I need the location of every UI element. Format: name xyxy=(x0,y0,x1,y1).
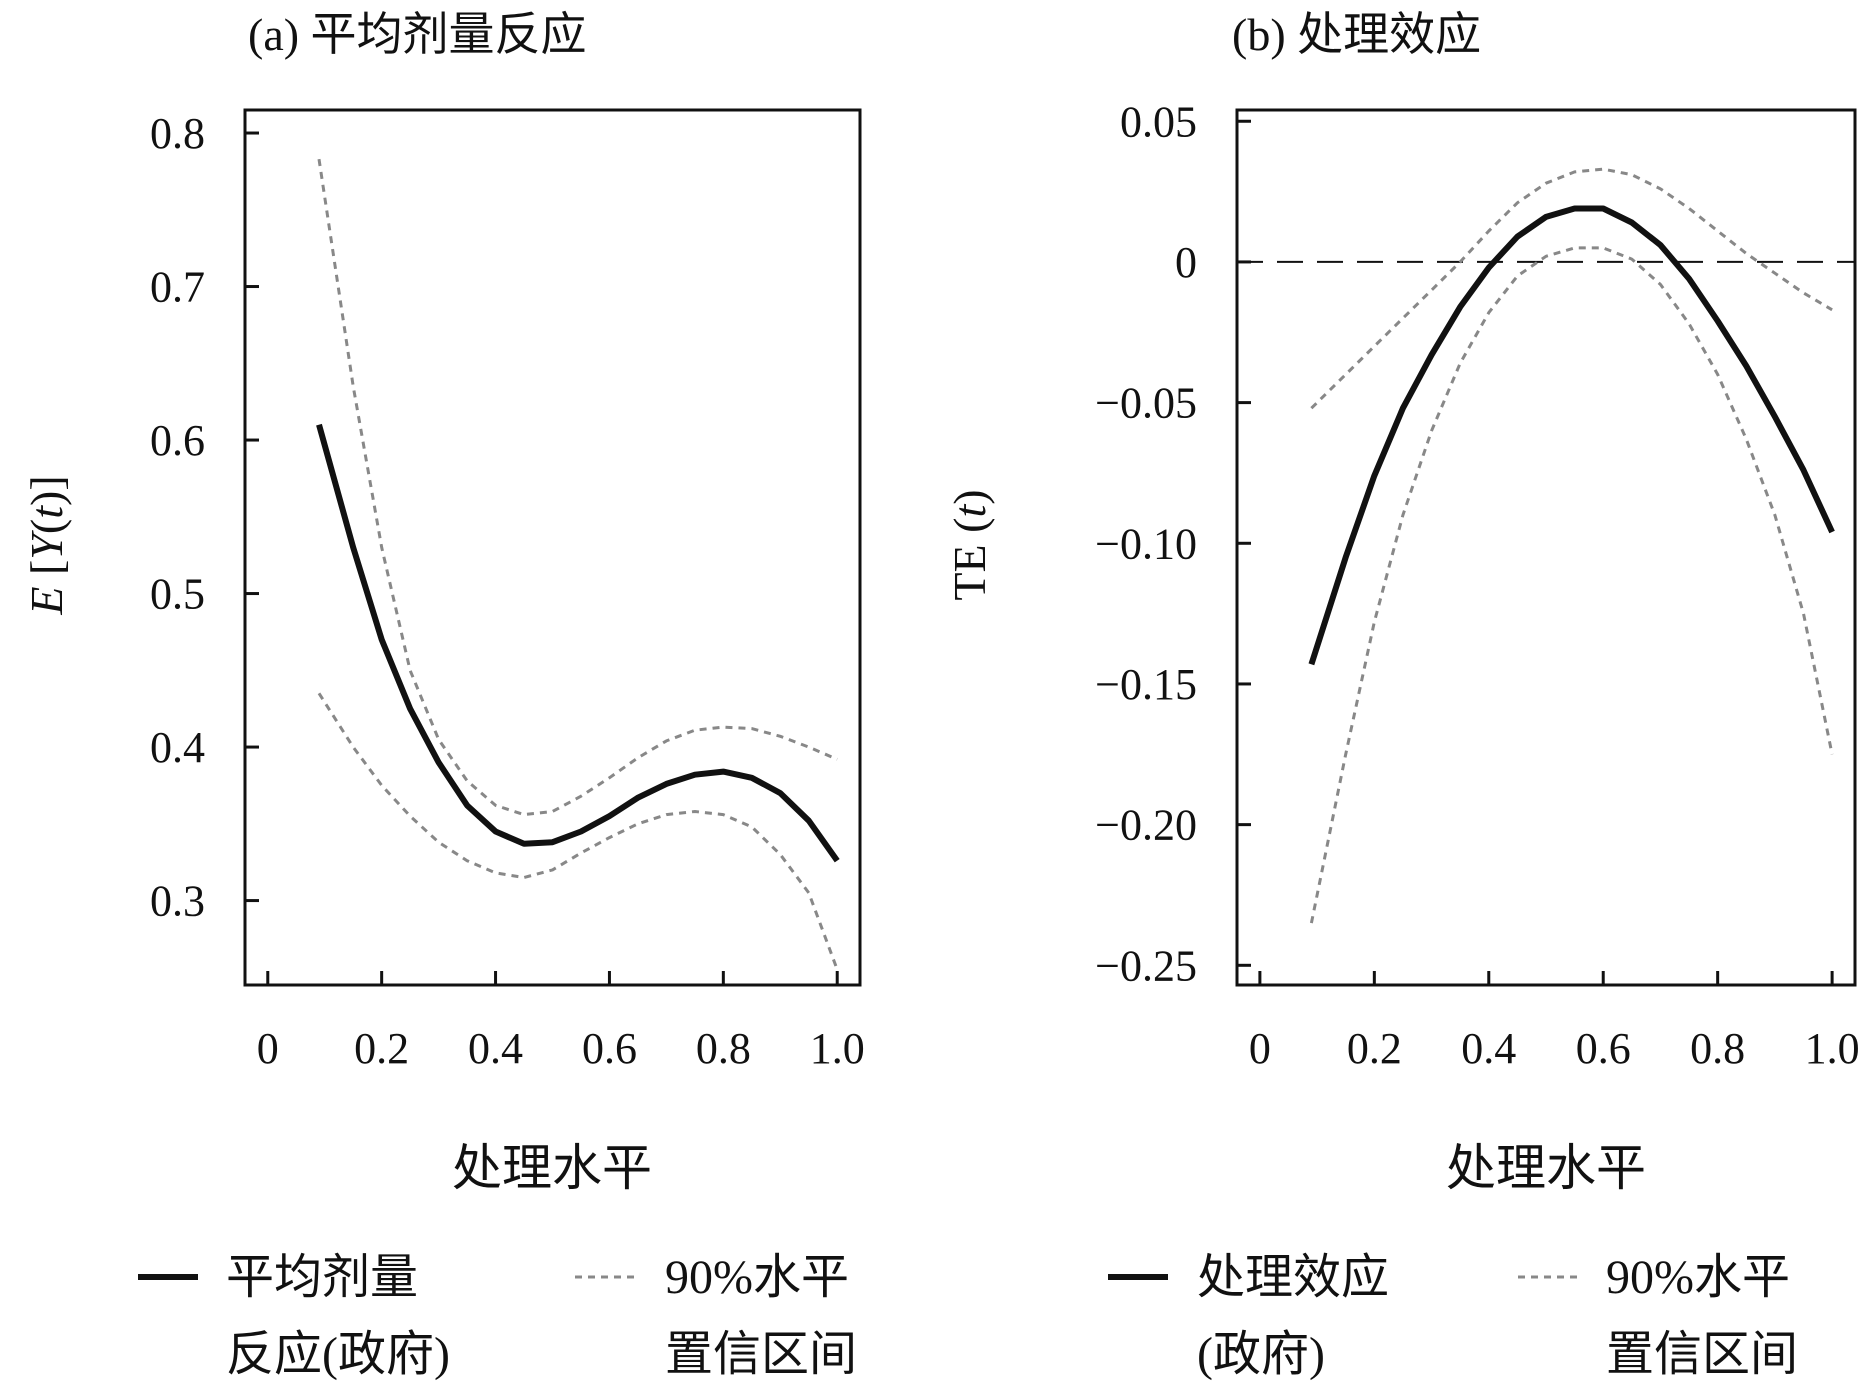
panel-b-y-tick-label: 0 xyxy=(1175,238,1197,287)
panel-a-y-tick-label: 0.6 xyxy=(150,416,205,465)
panel-b-y-tick-label: −0.15 xyxy=(1095,660,1197,709)
panel-a-title: (a) 平均剂量反应 xyxy=(248,9,587,60)
panel-b-y-tick-label: −0.05 xyxy=(1095,379,1197,428)
legend-b-line-label-1: 处理效应 xyxy=(1197,1251,1389,1304)
panel-b-x-axis-label: 处理水平 xyxy=(1446,1140,1646,1196)
panel-a-x-ticks: 0 0.2 0.4 0.6 0.8 1.0 xyxy=(257,971,865,1073)
panel-a-x-tick-label: 0 xyxy=(257,1024,279,1073)
panel-a-x-tick-label: 0.2 xyxy=(354,1024,409,1073)
panel-a-y-axis-label: E [Y(t)] xyxy=(21,475,72,615)
legend-b-ci-label-1: 90%水平 xyxy=(1606,1251,1790,1304)
legend-b: 处理效应 (政府) 90%水平 置信区间 xyxy=(1108,1251,1798,1381)
panel-a-y-tick-label: 0.4 xyxy=(150,723,205,772)
panel-b-x-ticks: 0 0.2 0.4 0.6 0.8 1.0 xyxy=(1249,971,1860,1073)
panel-b-y-ticks: −0.25 −0.20 −0.15 −0.10 −0.05 0 0.05 xyxy=(1095,97,1251,990)
panel-b-y-axis-label: TE (t) xyxy=(944,489,995,600)
panel-a-series xyxy=(316,158,840,971)
legend-b-line-label-2: (政府) xyxy=(1197,1328,1325,1381)
legend-b-ci-label-2: 置信区间 xyxy=(1606,1328,1798,1381)
panel-b-x-tick-label: 0.4 xyxy=(1461,1024,1516,1073)
panel-b-x-tick-label: 0 xyxy=(1249,1024,1271,1073)
legend-a-ci-label-1: 90%水平 xyxy=(665,1251,849,1304)
legend-a-line-label-2: 反应(政府) xyxy=(226,1328,450,1381)
panel-a-ci-upper-curve xyxy=(317,158,838,817)
panel-b-series xyxy=(1308,167,1835,924)
panel-b-x-tick-label: 0.8 xyxy=(1690,1024,1745,1073)
panel-b-y-tick-label: −0.20 xyxy=(1095,801,1197,850)
panel-a-x-tick-label: 1.0 xyxy=(810,1024,865,1073)
panel-b-x-tick-label: 0.6 xyxy=(1576,1024,1631,1073)
panel-b-y-tick-label: −0.25 xyxy=(1095,941,1197,990)
panel-b-ci-lower-curve xyxy=(1309,246,1834,924)
panel-a-y-ticks: 0.3 0.4 0.5 0.6 0.7 0.8 xyxy=(150,109,259,926)
panel-a-x-tick-label: 0.4 xyxy=(468,1024,523,1073)
legend-a-line-label-1: 平均剂量 xyxy=(226,1251,418,1304)
legend-a-ci-label-2: 置信区间 xyxy=(665,1328,857,1381)
legend-a: 平均剂量 反应(政府) 90%水平 置信区间 xyxy=(138,1251,857,1381)
panel-a-x-axis-label: 处理水平 xyxy=(452,1140,652,1196)
panel-b-ci-upper-curve xyxy=(1310,167,1833,410)
panel-b: (b) 处理效应 0 0.2 0.4 0.6 0.8 1.0 −0.25 −0.20 −0.1… xyxy=(944,9,1860,1196)
panel-b-x-tick-label: 1.0 xyxy=(1805,1024,1860,1073)
panel-a: (a) 平均剂量反应 0 0.2 0.4 0.6 0.8 1.0 0.3 0.4 0.5 0.6… xyxy=(21,9,865,1196)
panel-a-x-tick-label: 0.8 xyxy=(696,1024,751,1073)
panel-a-y-tick-label: 0.3 xyxy=(150,877,205,926)
panel-a-x-tick-label: 0.6 xyxy=(582,1024,637,1073)
panel-a-y-tick-label: 0.8 xyxy=(150,109,205,158)
panel-b-main-curve xyxy=(1308,205,1835,666)
panel-a-main-curve xyxy=(316,423,840,863)
panel-b-title: (b) 处理效应 xyxy=(1232,9,1481,60)
panel-b-plot-frame xyxy=(1235,108,1857,987)
panel-a-y-tick-label: 0.7 xyxy=(150,263,205,312)
panel-b-x-tick-label: 0.2 xyxy=(1347,1024,1402,1073)
panel-a-y-tick-label: 0.5 xyxy=(150,570,205,619)
panel-b-y-tick-label: −0.10 xyxy=(1095,519,1197,568)
panel-b-y-tick-label: 0.05 xyxy=(1120,97,1197,146)
panel-a-plot-frame xyxy=(243,108,862,987)
